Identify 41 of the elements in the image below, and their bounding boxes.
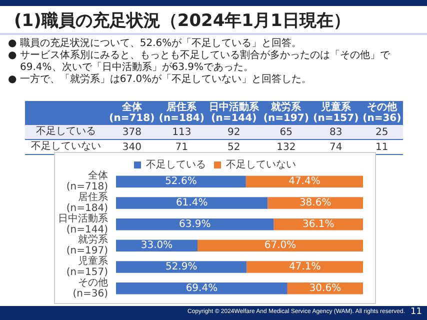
bar (268, 197, 363, 209)
category-label: 児童系 (n=157) (312, 101, 360, 125)
category-label: その他 (n=36) (362, 101, 402, 125)
y-tick-label: その他 (n=36) (72, 276, 108, 300)
data-label: 61.4% (176, 198, 208, 208)
text: ● サービス体系別にみると、もっとも不足している割合が多かったのは「その他」で69.4%、次いで「日中活動系」が63.9%であった。 (8, 50, 391, 74)
bar (116, 197, 268, 209)
data-label: 33.0% (140, 240, 173, 252)
bar (246, 176, 363, 188)
y-tick-label: 児童系 (n=157) (66, 255, 108, 278)
table-row: 不足している 378 113 92 65 83 25 (25, 125, 403, 140)
text: ● 一方で、「就労系」は67.0%が「不足していない」と回答した。 (8, 74, 313, 86)
data-label: 47.1% (288, 262, 321, 272)
bar (116, 176, 246, 188)
bar (116, 261, 247, 273)
category-label: 居住系 (n=184) (158, 101, 206, 125)
data-label: 47.4% (288, 176, 320, 188)
data-label: 52.6% (165, 176, 197, 188)
data-label: 67.0% (264, 240, 296, 252)
text: ● 職員の充足状況について、52.6%が「不足している」と回答。 (8, 38, 303, 50)
y-tick-label: 居住系 (n=184) (66, 191, 108, 214)
y-tick-label: 日中活動系 (n=144) (58, 212, 108, 236)
data-label: 52.9% (165, 262, 198, 272)
y-tick-label: 就労系 (n=197) (66, 234, 108, 257)
text: (1)職員の充足状況（2024年1月1日現在） (14, 10, 350, 32)
category-label: 全体 (n=718) (108, 101, 156, 125)
text: 11 (410, 307, 422, 317)
bar (116, 218, 274, 230)
bar (116, 282, 288, 294)
data-label: 36.1% (302, 218, 334, 230)
legend-label: 不足していない (226, 160, 296, 170)
bar (198, 240, 363, 252)
y-tick-label: 全体 (n=718) (66, 170, 108, 193)
data-label: 63.9% (179, 218, 211, 230)
legend-label: 不足している (146, 160, 206, 170)
category-label: 日中活動系 (n=144) (208, 101, 260, 125)
bar (246, 261, 363, 273)
data-label: 30.6% (309, 282, 342, 294)
category-label: 就労系 (n=197) (262, 101, 310, 125)
data-label: 38.6% (299, 198, 332, 208)
data-label: 69.4% (186, 282, 218, 294)
